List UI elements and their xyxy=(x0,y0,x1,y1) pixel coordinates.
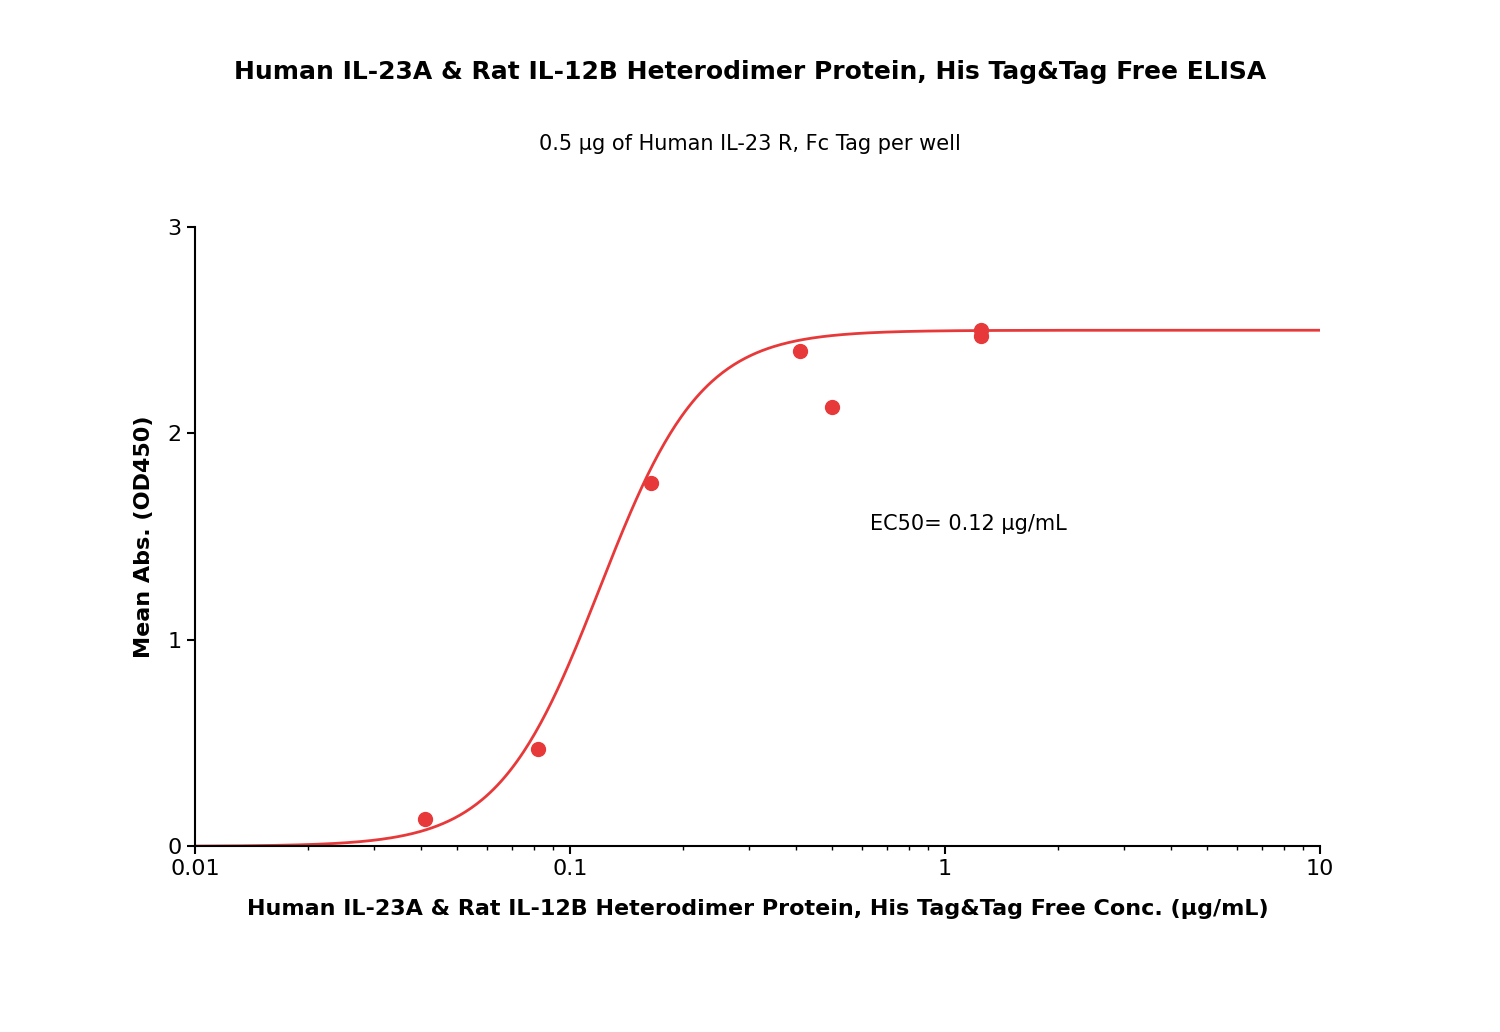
Point xyxy=(969,328,993,345)
Point xyxy=(821,398,844,415)
Point xyxy=(788,343,812,359)
Text: EC50= 0.12 μg/mL: EC50= 0.12 μg/mL xyxy=(870,514,1066,535)
Text: Human IL-23A & Rat IL-12B Heterodimer Protein, His Tag&Tag Free ELISA: Human IL-23A & Rat IL-12B Heterodimer Pr… xyxy=(234,60,1266,85)
X-axis label: Human IL-23A & Rat IL-12B Heterodimer Protein, His Tag&Tag Free Conc. (μg/mL): Human IL-23A & Rat IL-12B Heterodimer Pr… xyxy=(246,899,1269,918)
Point xyxy=(413,811,436,828)
Y-axis label: Mean Abs. (OD450): Mean Abs. (OD450) xyxy=(134,416,153,657)
Point xyxy=(639,475,663,491)
Point xyxy=(525,741,549,757)
Text: 0.5 μg of Human IL-23 R, Fc Tag per well: 0.5 μg of Human IL-23 R, Fc Tag per well xyxy=(538,134,962,155)
Point xyxy=(969,322,993,338)
